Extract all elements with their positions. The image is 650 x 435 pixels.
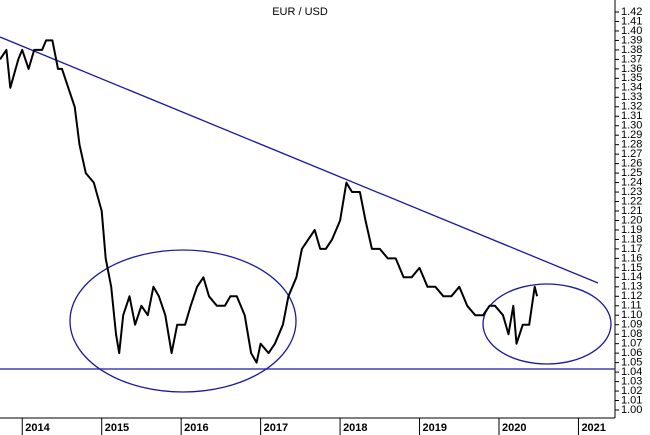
- y-tick-label: 1.42: [621, 6, 642, 18]
- y-tick-label: 1.39: [621, 34, 642, 46]
- y-tick-label: 1.26: [621, 158, 642, 170]
- y-tick-label: 1.17: [621, 243, 642, 255]
- y-tick-label: 1.25: [621, 167, 642, 179]
- y-tick-label: 1.40: [621, 25, 642, 37]
- y-tick-label: 1.37: [621, 53, 642, 65]
- y-tick-label: 1.02: [621, 385, 642, 397]
- y-tick-label: 1.12: [621, 290, 642, 302]
- y-tick-label: 1.29: [621, 129, 642, 141]
- y-tick-label: 1.36: [621, 63, 642, 75]
- y-tick-label: 1.01: [621, 394, 642, 406]
- x-tick-label: 2019: [423, 422, 447, 434]
- y-tick-label: 1.18: [621, 233, 642, 245]
- y-tick-label: 1.13: [621, 281, 642, 293]
- y-tick-label: 1.10: [621, 309, 642, 321]
- y-tick-label: 1.04: [621, 366, 642, 378]
- y-tick-label: 1.38: [621, 44, 642, 56]
- y-tick-label: 1.41: [621, 15, 642, 27]
- x-tick-label: 2014: [25, 422, 50, 434]
- y-tick-label: 1.07: [621, 338, 642, 350]
- x-tick-label: 2018: [343, 422, 367, 434]
- x-tick-label: 2015: [105, 422, 129, 434]
- x-tick-label: 2017: [264, 422, 288, 434]
- y-tick-label: 1.03: [621, 375, 642, 387]
- highlight-ellipse: [69, 249, 297, 393]
- y-tick-label: 1.16: [621, 252, 642, 264]
- y-tick-label: 1.05: [621, 357, 642, 369]
- y-tick-label: 1.27: [621, 148, 642, 160]
- y-tick-label: 1.19: [621, 224, 642, 236]
- y-tick-label: 1.22: [621, 195, 642, 207]
- y-tick-label: 1.33: [621, 91, 642, 103]
- x-tick-label: 2016: [184, 422, 208, 434]
- y-tick-label: 1.00: [621, 404, 642, 416]
- y-tick-label: 1.20: [621, 214, 642, 226]
- y-tick-label: 1.08: [621, 328, 642, 340]
- price-line: [0, 39, 539, 364]
- highlight-ellipse: [482, 283, 612, 365]
- y-tick-label: 1.30: [621, 120, 642, 132]
- trend-line: [0, 36, 599, 284]
- y-tick-label: 1.09: [621, 319, 642, 331]
- y-tick-label: 1.35: [621, 72, 642, 84]
- y-tick-label: 1.32: [621, 101, 642, 113]
- x-tick-label: 2020: [502, 422, 526, 434]
- x-tick-label: 2021: [581, 422, 605, 434]
- y-tick-label: 1.28: [621, 139, 642, 151]
- y-tick-label: 1.24: [621, 176, 642, 188]
- y-tick-label: 1.15: [621, 262, 642, 274]
- y-tick-label: 1.14: [621, 271, 642, 283]
- chart-title: EUR / USD: [272, 6, 328, 18]
- y-tick-label: 1.31: [621, 110, 642, 122]
- y-tick-label: 1.23: [621, 186, 642, 198]
- y-tick-label: 1.11: [621, 300, 642, 312]
- y-tick-label: 1.06: [621, 347, 642, 359]
- y-tick-label: 1.34: [621, 82, 642, 94]
- y-tick-label: 1.21: [621, 205, 642, 217]
